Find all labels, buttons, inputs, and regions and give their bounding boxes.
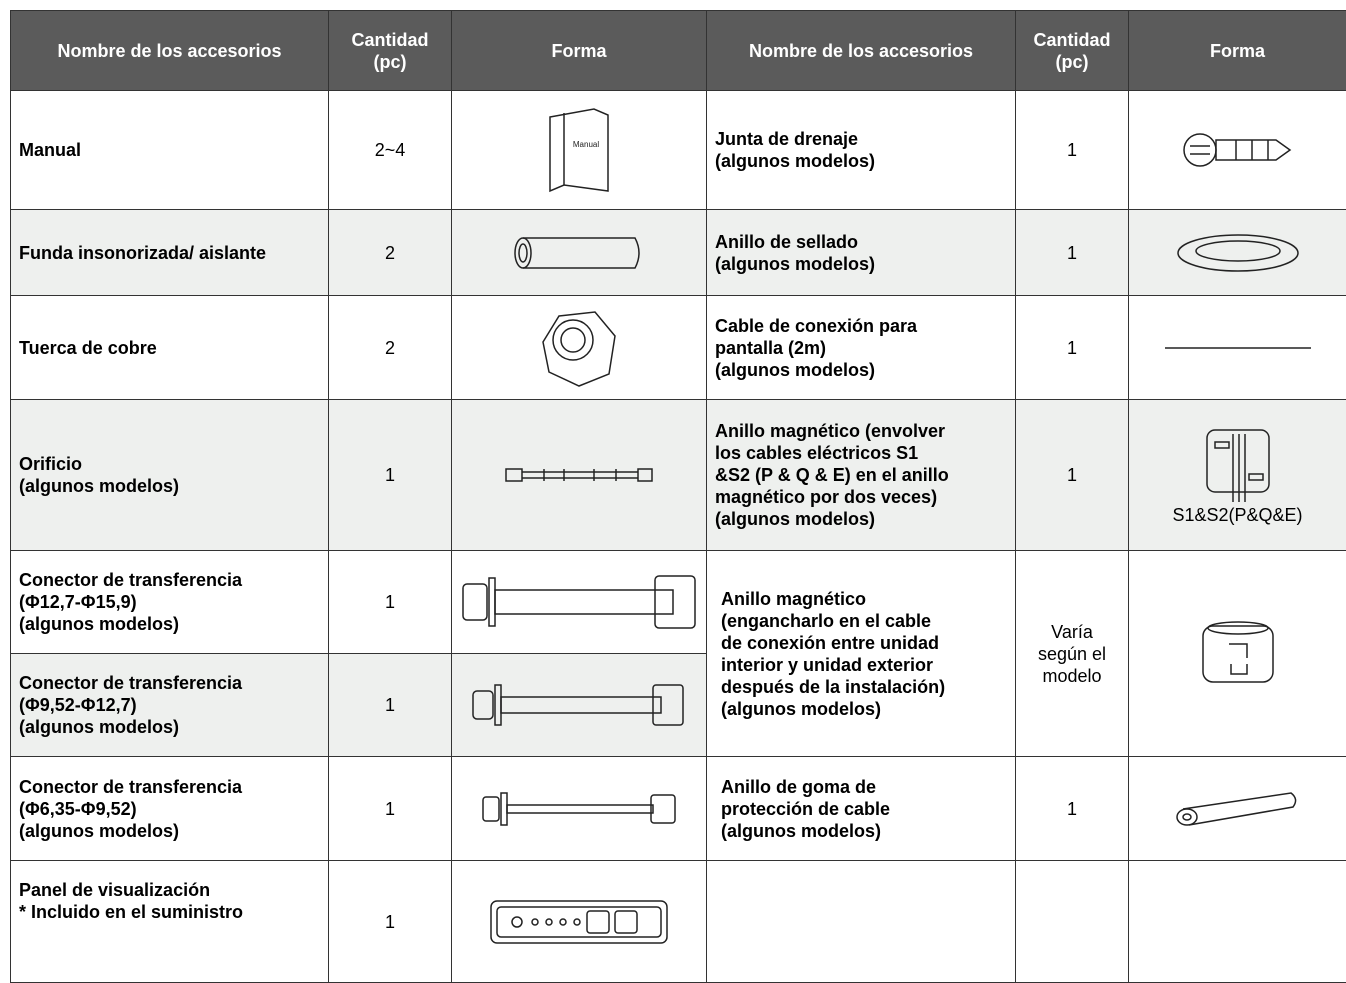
header-cell: Cantidad (pc)	[1016, 11, 1129, 91]
qty: 2	[329, 296, 452, 400]
name: Conector de transferencia (Φ9,52-Φ12,7) …	[11, 654, 329, 757]
empty-cell	[707, 861, 1016, 983]
header-cell: Nombre de los accesorios	[11, 11, 329, 91]
name: Cable de conexión para pantalla (2m) (al…	[707, 296, 1016, 400]
name: Anillo de sellado (algunos modelos)	[707, 210, 1016, 296]
qty: 1	[329, 400, 452, 551]
header-cell: Forma	[1129, 11, 1346, 91]
qty: 1	[329, 654, 452, 757]
qty: 1	[1016, 757, 1129, 861]
name: Manual	[11, 91, 329, 210]
qty: 1	[329, 861, 452, 983]
accessories-table: Nombre de los accesorios Cantidad (pc) F…	[10, 10, 1346, 983]
icon-label: Manual	[573, 140, 599, 149]
header-cell: Nombre de los accesorios	[707, 11, 1016, 91]
qty: 1	[329, 757, 452, 861]
qty: 1	[1016, 91, 1129, 210]
row: Conector de transferencia (Φ6,35-Φ9,52) …	[11, 757, 1346, 861]
header-cell: Cantidad (pc)	[329, 11, 452, 91]
name: Tuerca de cobre	[11, 296, 329, 400]
name: Funda insonorizada/ aislante	[11, 210, 329, 296]
qty: 2	[329, 210, 452, 296]
icon	[452, 551, 707, 654]
row: Tuerca de cobre 2 Cable de conexión para…	[11, 296, 1346, 400]
icon	[452, 400, 707, 551]
qty: 1	[1016, 400, 1129, 551]
qty: 1	[1016, 296, 1129, 400]
icon	[452, 757, 707, 861]
row: Funda insonorizada/ aislante 2 Anillo de…	[11, 210, 1346, 296]
row: Panel de visualización * Incluido en el …	[11, 861, 1346, 983]
header-row: Nombre de los accesorios Cantidad (pc) F…	[11, 11, 1346, 91]
name: Anillo magnético (engancharlo en el cabl…	[707, 551, 1016, 757]
icon: Manual	[452, 91, 707, 210]
icon-label: S1&S2(P&Q&E)	[1130, 504, 1345, 526]
icon	[1129, 91, 1346, 210]
qty: 2~4	[329, 91, 452, 210]
name: Junta de drenaje (algunos modelos)	[707, 91, 1016, 210]
row: Conector de transferencia (Φ12,7-Φ15,9) …	[11, 551, 1346, 654]
empty-cell	[1129, 861, 1346, 983]
icon	[1129, 551, 1346, 757]
icon	[452, 654, 707, 757]
qty: 1	[329, 551, 452, 654]
header-cell: Forma	[452, 11, 707, 91]
icon	[1129, 757, 1346, 861]
row: Orificio (algunos modelos) 1 Anillo magn…	[11, 400, 1346, 551]
empty-cell	[1016, 861, 1129, 983]
name: Panel de visualización * Incluido en el …	[11, 861, 329, 983]
icon: S1&S2(P&Q&E)	[1129, 400, 1346, 551]
name: Anillo de goma de protección de cable (a…	[707, 757, 1016, 861]
name: Conector de transferencia (Φ12,7-Φ15,9) …	[11, 551, 329, 654]
qty: 1	[1016, 210, 1129, 296]
icon	[1129, 210, 1346, 296]
name: Conector de transferencia (Φ6,35-Φ9,52) …	[11, 757, 329, 861]
icon	[1129, 296, 1346, 400]
name: Orificio (algunos modelos)	[11, 400, 329, 551]
icon	[452, 296, 707, 400]
icon	[452, 210, 707, 296]
name: Anillo magnético (envolver los cables el…	[707, 400, 1016, 551]
icon	[452, 861, 707, 983]
row: Manual 2~4 Manual Junta de drenaje (algu…	[11, 91, 1346, 210]
qty: Varía según el modelo	[1016, 551, 1129, 757]
